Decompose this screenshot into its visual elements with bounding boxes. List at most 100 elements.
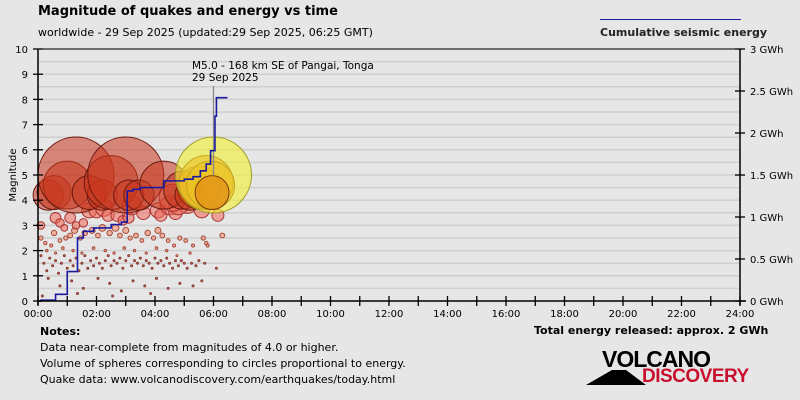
quake-circle-tiny (156, 261, 160, 265)
logo-text-discovery: DISCOVERY (642, 366, 749, 387)
y2-tick-label: 0.5 GWh (750, 255, 793, 266)
quake-circle-small (219, 232, 226, 239)
quake-circle-tiny (194, 264, 198, 268)
quake-circle-tiny (133, 259, 137, 263)
quake-circle-small (139, 238, 145, 243)
quake-circle-tiny (149, 291, 153, 295)
y2-tick-label: 1 GWh (750, 213, 784, 224)
quake-circle-tiny (59, 261, 63, 265)
y2-tick-label: 0 GWh (750, 297, 784, 308)
y-tick-label: 4 (22, 196, 28, 207)
quake-circle-small (144, 251, 148, 255)
quake-circle-small (171, 243, 177, 248)
quake-circle-small (53, 251, 58, 255)
quake-circle-tiny (191, 284, 195, 288)
quake-circle-tiny (108, 281, 112, 285)
annotation-line1: M5.0 - 168 km SE of Pangai, Tonga (192, 60, 374, 72)
quake-circle-tiny (68, 259, 72, 263)
quake-circle-small (106, 229, 113, 237)
quake-circle-tiny (45, 269, 49, 273)
quake-circle-tiny (109, 264, 113, 268)
y-axis-label: Magnitude (8, 149, 19, 202)
quake-circle-small (133, 232, 139, 239)
quake-circle-tiny (214, 266, 218, 270)
quake-circle-tiny (80, 261, 84, 265)
quake-circle-tiny (197, 259, 201, 263)
quake-circle-small (57, 238, 63, 243)
quake-circle-medium (78, 218, 89, 228)
quake-circle-small (127, 235, 133, 241)
x-tick-label: 22:00 (667, 309, 696, 320)
quake-circle-tiny (112, 259, 116, 263)
quake-circle-tiny (65, 266, 69, 270)
x-tick-label: 12:00 (375, 309, 404, 320)
quake-circle-small (122, 226, 130, 234)
quake-circle-small (67, 232, 74, 239)
quake-circle-tiny (121, 266, 125, 270)
quake-circle-small (45, 248, 49, 253)
quake-circle-tiny (103, 259, 107, 263)
volcanodiscovery-logo[interactable]: VOLCANO DISCOVERY (586, 346, 756, 388)
quake-circle-tiny (162, 264, 166, 268)
quake-circle-tiny (81, 286, 85, 290)
y-tick-label: 9 (22, 70, 28, 81)
quake-circle-tiny (46, 276, 50, 280)
quake-circle-tiny (97, 261, 101, 265)
quake-circle-tiny (42, 261, 46, 265)
quake-circle-small (91, 246, 96, 250)
quake-circle-tiny (106, 254, 110, 258)
total-energy-text: Total energy released: approx. 2 GWh (534, 324, 769, 337)
quake-circle-small (117, 232, 123, 239)
quake-circle-small (188, 251, 192, 255)
annotation-line2: 29 Sep 2025 (192, 72, 259, 84)
y-tick-label: 7 (22, 121, 28, 132)
quake-circle-tiny (159, 259, 163, 263)
quake-circle-tiny (118, 256, 122, 260)
quake-circle-medium (64, 211, 77, 224)
quake-circle-tiny (171, 266, 175, 270)
quake-circle-small (154, 226, 162, 234)
quake-circle-tiny (182, 261, 186, 265)
quake-circle-tiny (48, 256, 52, 260)
y2-tick-label: 3 GWh (750, 45, 784, 56)
y-tick-label: 2 (22, 247, 28, 258)
quake-circle-tiny (176, 264, 180, 268)
axes: 00:00 02:00 04:00 06:00 08:00 10:00 12:00 14:00… (15, 45, 793, 320)
quake-circle-small (95, 232, 101, 239)
quake-circle-tiny (143, 284, 147, 288)
quake-circle-tiny (95, 256, 98, 260)
quake-circle-tiny (165, 256, 169, 260)
quake-circle-tiny (178, 281, 182, 285)
x-tick-label: 08:00 (258, 309, 287, 320)
quake-circle-small (175, 254, 179, 258)
quake-circle-large (194, 175, 230, 211)
y-tick-label: 5 (22, 171, 28, 182)
quake-circle-small (80, 251, 84, 255)
quake-circle-small (177, 235, 183, 241)
quake-circle-small (122, 246, 127, 250)
quake-circle-medium (60, 224, 69, 232)
cumulative-energy-path (38, 96, 228, 302)
quake-circle-tiny (141, 264, 145, 268)
x-tick-label: 20:00 (609, 309, 638, 320)
note-completeness: Data near-complete from magnitudes of 4.… (40, 341, 339, 354)
cumulative-energy-line (38, 86, 228, 302)
quake-circle-small (132, 248, 137, 253)
y2-tick-label: 2 GWh (750, 129, 784, 140)
quake-circle-tiny (179, 259, 183, 263)
quake-circle-small (165, 238, 171, 243)
x-tick-label: 16:00 (492, 309, 521, 320)
x-tick-label: 04:00 (141, 309, 170, 320)
quake-circle-tiny (173, 259, 177, 263)
quake-circle-tiny (75, 291, 79, 295)
quake-circle-tiny (96, 276, 100, 280)
quake-circle-tiny (131, 279, 135, 283)
quake-circle-tiny (119, 289, 123, 293)
chart-subtitle: worldwide - 29 Sep 2025 (updated:29 Sep … (38, 26, 373, 39)
quake-circle-small (205, 243, 210, 248)
quake-circle-tiny (154, 276, 158, 280)
quake-circle-tiny (150, 266, 154, 270)
quake-circle-small (164, 248, 169, 253)
quake-circle-small (71, 248, 75, 253)
quake-circle-tiny (58, 284, 62, 288)
